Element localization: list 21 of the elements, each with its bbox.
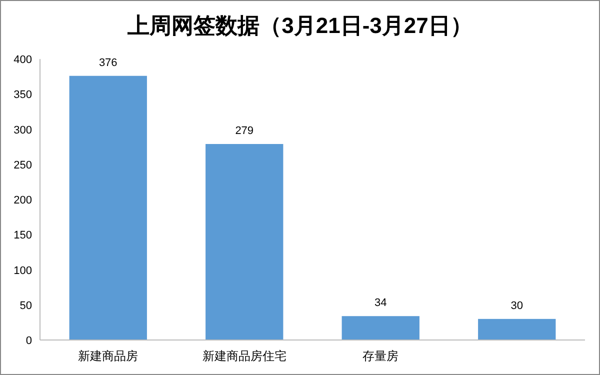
x-tick-label: 新建商品房: [78, 349, 138, 363]
bar: [342, 316, 420, 340]
y-tick-label: 300: [14, 124, 32, 136]
data-label: 34: [374, 297, 387, 310]
data-label: 279: [235, 125, 254, 138]
y-tick-label: 100: [14, 264, 32, 277]
data-label: 30: [510, 300, 523, 312]
y-tick-label: 150: [14, 230, 32, 242]
y-tick-label: 0: [26, 335, 32, 347]
data-label: 376: [98, 56, 118, 69]
x-tick-label: 存量房: [362, 349, 399, 363]
bar: [478, 318, 556, 340]
y-tick-label: 50: [20, 300, 32, 312]
y-tick-label: 400: [14, 54, 32, 66]
x-tick-label: 新建商品房住宅: [202, 349, 286, 363]
y-tick-label: 350: [14, 89, 32, 102]
chart-title: 上周网签数据（3月21日-3月27日）: [126, 13, 472, 38]
bar: [206, 144, 284, 340]
y-tick-label: 200: [14, 194, 32, 206]
y-tick-label: 250: [14, 159, 32, 172]
bar: [69, 76, 147, 340]
